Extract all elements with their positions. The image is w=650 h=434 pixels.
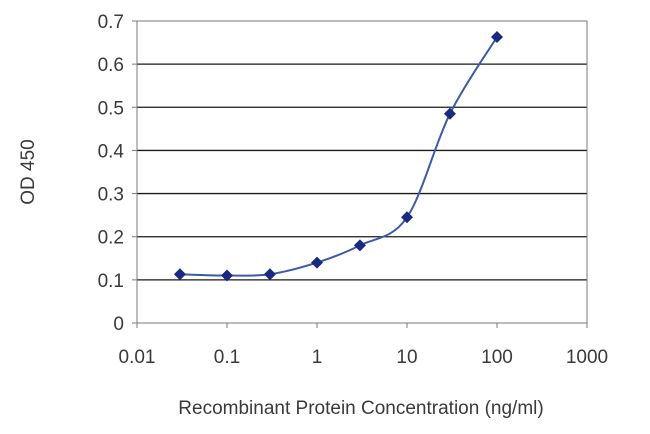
x-tick-label: 10 (396, 347, 417, 368)
data-point-4 (353, 239, 366, 252)
data-point-7 (491, 30, 503, 43)
y-tick-label: 0.1 (98, 271, 124, 292)
y-tick-label: 0.4 (98, 141, 125, 162)
series-line (179, 36, 498, 277)
y-tick-label: 0 (113, 314, 124, 335)
data-markers (173, 30, 503, 282)
x-tick-label: 100 (481, 347, 513, 368)
data-point-0 (173, 268, 186, 281)
y-tick-label: 0.6 (98, 55, 124, 76)
y-axis-title: OD 450 (18, 139, 39, 204)
x-axis-title: Recombinant Protein Concentration (ng/ml… (178, 398, 543, 419)
data-point-6 (443, 107, 456, 120)
y-axis-ticks: 0 0.1 0.2 0.3 0.4 0.5 0.6 0.7 (98, 12, 137, 335)
grid-lines (137, 63, 587, 281)
y-tick-label: 0.5 (98, 98, 124, 119)
data-point-3 (311, 256, 323, 269)
y-tick-label: 0.3 (98, 185, 124, 206)
x-tick-label: 0.01 (119, 347, 156, 368)
x-axis-ticks: 0.01 0.1 1 10 100 1000 (119, 323, 608, 368)
x-tick-label: 0.1 (214, 347, 240, 368)
y-tick-label: 0.2 (98, 228, 124, 249)
data-point-5 (401, 211, 413, 224)
plot-area (136, 20, 588, 324)
x-tick-label: 1000 (566, 347, 608, 368)
x-tick-label: 1 (312, 347, 323, 368)
y-tick-label: 0.7 (98, 12, 124, 33)
data-point-1 (221, 269, 233, 282)
data-point-2 (263, 268, 276, 281)
